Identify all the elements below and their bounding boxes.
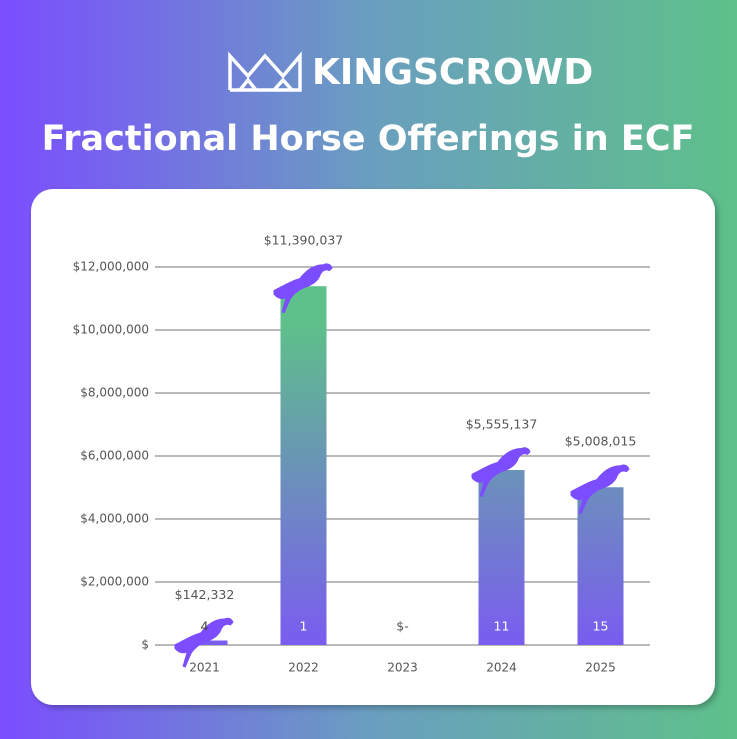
- y-tick-label: $6,000,000: [80, 449, 149, 463]
- value-label: $5,555,137: [466, 417, 538, 432]
- horse-icon: [273, 263, 333, 314]
- bar: [280, 286, 327, 645]
- x-tick-label: 2023: [387, 661, 418, 675]
- brand-name: KINGSCROWD: [312, 52, 593, 93]
- value-label: $-: [396, 619, 408, 634]
- horse-icon: [174, 617, 234, 668]
- x-tick-label: 2022: [288, 661, 319, 675]
- horse-icon: [570, 464, 630, 515]
- value-label: $5,008,015: [565, 434, 637, 449]
- bar: [181, 640, 228, 645]
- card: [31, 189, 715, 705]
- value-label: $142,332: [175, 587, 235, 602]
- y-tick-label: $10,000,000: [73, 323, 149, 337]
- bar: [577, 487, 624, 645]
- count-label: 15: [593, 619, 609, 634]
- count-label: 1: [300, 619, 308, 634]
- count-label: 11: [494, 619, 510, 634]
- horse-icon: [471, 447, 531, 498]
- x-tick-label: 2021: [189, 661, 220, 675]
- y-tick-label: $8,000,000: [80, 386, 149, 400]
- y-tick-label: $4,000,000: [80, 512, 149, 526]
- x-tick-label: 2024: [486, 661, 517, 675]
- brand-logo: [228, 51, 302, 92]
- bar: [478, 470, 525, 645]
- value-label: $11,390,037: [264, 233, 344, 248]
- y-tick-label: $12,000,000: [73, 260, 149, 274]
- chart-title: Fractional Horse Offerings in ECF: [42, 119, 695, 159]
- count-label: 4: [201, 619, 209, 634]
- y-tick-label: $: [141, 638, 149, 652]
- x-tick-label: 2025: [585, 661, 616, 675]
- y-tick-label: $2,000,000: [80, 575, 149, 589]
